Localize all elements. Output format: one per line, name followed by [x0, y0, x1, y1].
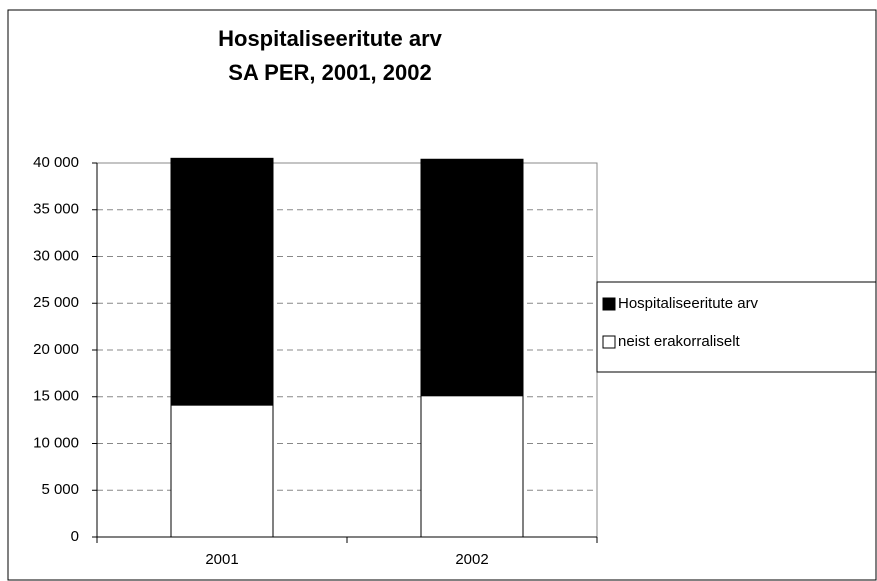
legend-swatch: [602, 335, 616, 349]
x-tick-label: 2001: [205, 551, 238, 568]
y-tick-label: 30 000: [33, 247, 79, 264]
legend-box: [596, 281, 877, 373]
y-tick-label: 15 000: [33, 388, 79, 405]
y-tick-label: 40 000: [33, 154, 79, 171]
y-tick-label: 25 000: [33, 294, 79, 311]
legend-swatch: [602, 297, 616, 311]
x-tick-label: 2002: [455, 551, 488, 568]
y-tick-label: 5 000: [41, 481, 79, 498]
chart-subtitle: SA PER, 2001, 2002: [228, 60, 431, 85]
y-tick-label: 0: [71, 528, 79, 545]
legend-label: neist erakorraliselt: [618, 333, 741, 350]
y-tick-label: 10 000: [33, 434, 79, 451]
y-tick-label: 20 000: [33, 341, 79, 358]
y-tick-label: 35 000: [33, 201, 79, 218]
bar: [420, 395, 524, 538]
chart-title: Hospitaliseeritute arv: [218, 26, 443, 51]
legend-label: Hospitaliseeritute arv: [618, 295, 759, 312]
bar: [170, 404, 274, 538]
